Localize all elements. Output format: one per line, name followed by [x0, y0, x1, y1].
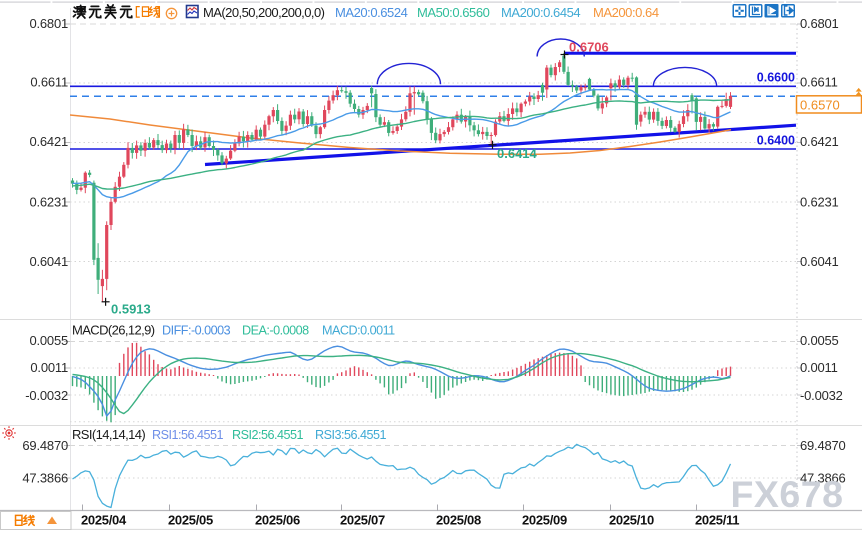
svg-text:0.6414: 0.6414	[497, 146, 538, 161]
svg-text:0.6570: 0.6570	[800, 98, 840, 113]
svg-text:FX678: FX678	[731, 473, 844, 515]
svg-text:69.4870: 69.4870	[800, 438, 846, 453]
svg-text:2025/11: 2025/11	[695, 513, 739, 528]
svg-text:2025/07: 2025/07	[340, 513, 385, 528]
svg-text:0.6801: 0.6801	[800, 16, 839, 31]
svg-text:RSI1:56.4551: RSI1:56.4551	[152, 428, 224, 442]
svg-text:DIFF:-0.0003: DIFF:-0.0003	[162, 324, 231, 338]
svg-text:RSI(14,14,14): RSI(14,14,14)	[72, 427, 145, 442]
svg-text:-0.0032: -0.0032	[800, 388, 843, 403]
svg-text:0.6421: 0.6421	[800, 134, 839, 149]
svg-text:69.4870: 69.4870	[22, 438, 68, 453]
svg-text:2025/10: 2025/10	[609, 513, 654, 528]
svg-text:MA200:0.64: MA200:0.64	[593, 5, 659, 20]
svg-text:MACD:0.0011: MACD:0.0011	[322, 324, 395, 338]
svg-text:2025/09: 2025/09	[522, 513, 567, 528]
svg-text:0.6801: 0.6801	[29, 16, 68, 31]
svg-text:0.6041: 0.6041	[800, 254, 839, 269]
svg-text:MA20:0.6524: MA20:0.6524	[335, 5, 408, 20]
svg-text:47.3866: 47.3866	[22, 471, 68, 486]
svg-text:0.6706: 0.6706	[569, 40, 609, 55]
svg-text:0.6600: 0.6600	[757, 71, 795, 85]
svg-text:MACD(26,12,9): MACD(26,12,9)	[72, 323, 155, 338]
svg-text:0.0011: 0.0011	[30, 360, 68, 375]
svg-text:0.6400: 0.6400	[757, 134, 795, 148]
svg-text:-0.0032: -0.0032	[25, 388, 68, 403]
svg-text:0.0055: 0.0055	[800, 333, 839, 348]
svg-text:2025/06: 2025/06	[255, 513, 300, 528]
svg-text:0.6611: 0.6611	[800, 75, 838, 90]
svg-text:0.6041: 0.6041	[29, 254, 68, 269]
svg-text:MA200:0.6454: MA200:0.6454	[501, 5, 580, 20]
svg-text:MA50:0.6560: MA50:0.6560	[417, 5, 490, 20]
svg-text:0.5913: 0.5913	[111, 302, 151, 317]
svg-text:2025/05: 2025/05	[168, 513, 213, 528]
svg-text:2025/08: 2025/08	[436, 513, 481, 528]
svg-text:RSI3:56.4551: RSI3:56.4551	[315, 428, 387, 442]
svg-text:0.6421: 0.6421	[29, 134, 68, 149]
svg-text:0.6231: 0.6231	[29, 195, 68, 210]
svg-text:MA(20,50,200,200,0,0): MA(20,50,200,200,0,0)	[203, 5, 325, 20]
svg-text:2025/04: 2025/04	[81, 513, 127, 528]
svg-text:0.0011: 0.0011	[800, 360, 838, 375]
svg-text:RSI2:56.4551: RSI2:56.4551	[232, 428, 304, 442]
svg-text:0.6231: 0.6231	[800, 195, 839, 210]
svg-text:47.3866: 47.3866	[800, 471, 846, 486]
svg-text:DEA:-0.0008: DEA:-0.0008	[242, 324, 309, 338]
svg-text:0.0055: 0.0055	[29, 333, 68, 348]
svg-text:0.6611: 0.6611	[30, 75, 68, 90]
